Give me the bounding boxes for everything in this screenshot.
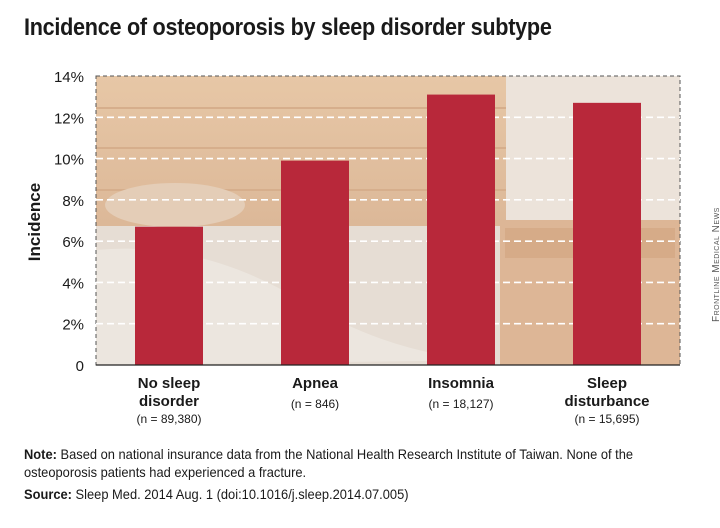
chart-title: Incidence of osteoporosis by sleep disor… — [24, 14, 552, 41]
bar — [427, 94, 495, 365]
x-tick-label: Insomnia — [428, 375, 495, 392]
y-tick-label: 4% — [62, 275, 84, 292]
x-tick-sample-size: (n = 18,127) — [428, 397, 493, 411]
note-text: Based on national insurance data from th… — [24, 446, 634, 480]
bar — [135, 226, 203, 365]
x-tick-label: Sleep — [587, 375, 627, 392]
y-tick-label: 6% — [62, 234, 84, 251]
source-text: Sleep Med. 2014 Aug. 1 (doi:10.1016/j.sl… — [75, 486, 409, 502]
y-tick-label: 0 — [76, 358, 84, 375]
x-tick-sample-size: (n = 15,695) — [574, 412, 639, 426]
y-tick-labels: 0 2% 4% 6% 8% 10% 12% 14% — [54, 69, 84, 375]
y-axis-label: Incidence — [25, 183, 44, 261]
x-tick-label: disturbance — [564, 393, 649, 410]
credit-text: Frontline Medical News — [711, 207, 720, 322]
y-tick-label: 12% — [54, 110, 84, 127]
x-tick-sample-size: (n = 89,380) — [136, 412, 201, 426]
source-line: Source: Sleep Med. 2014 Aug. 1 (doi:10.1… — [24, 486, 409, 502]
x-tick-label: disorder — [139, 393, 199, 410]
x-tick-label: No sleep — [138, 375, 201, 392]
note-label: Note: — [24, 446, 57, 462]
footnote: Note: Based on national insurance data f… — [24, 445, 640, 481]
x-tick-label: Apnea — [292, 375, 339, 392]
y-tick-label: 14% — [54, 69, 84, 86]
x-tick-sample-size: (n = 846) — [291, 397, 339, 411]
bars — [135, 94, 641, 365]
bar — [281, 160, 349, 365]
y-tick-label: 8% — [62, 193, 84, 210]
y-tick-label: 10% — [54, 152, 84, 169]
source-label: Source: — [24, 486, 72, 502]
y-tick-label: 2% — [62, 317, 84, 334]
bar — [573, 102, 641, 365]
